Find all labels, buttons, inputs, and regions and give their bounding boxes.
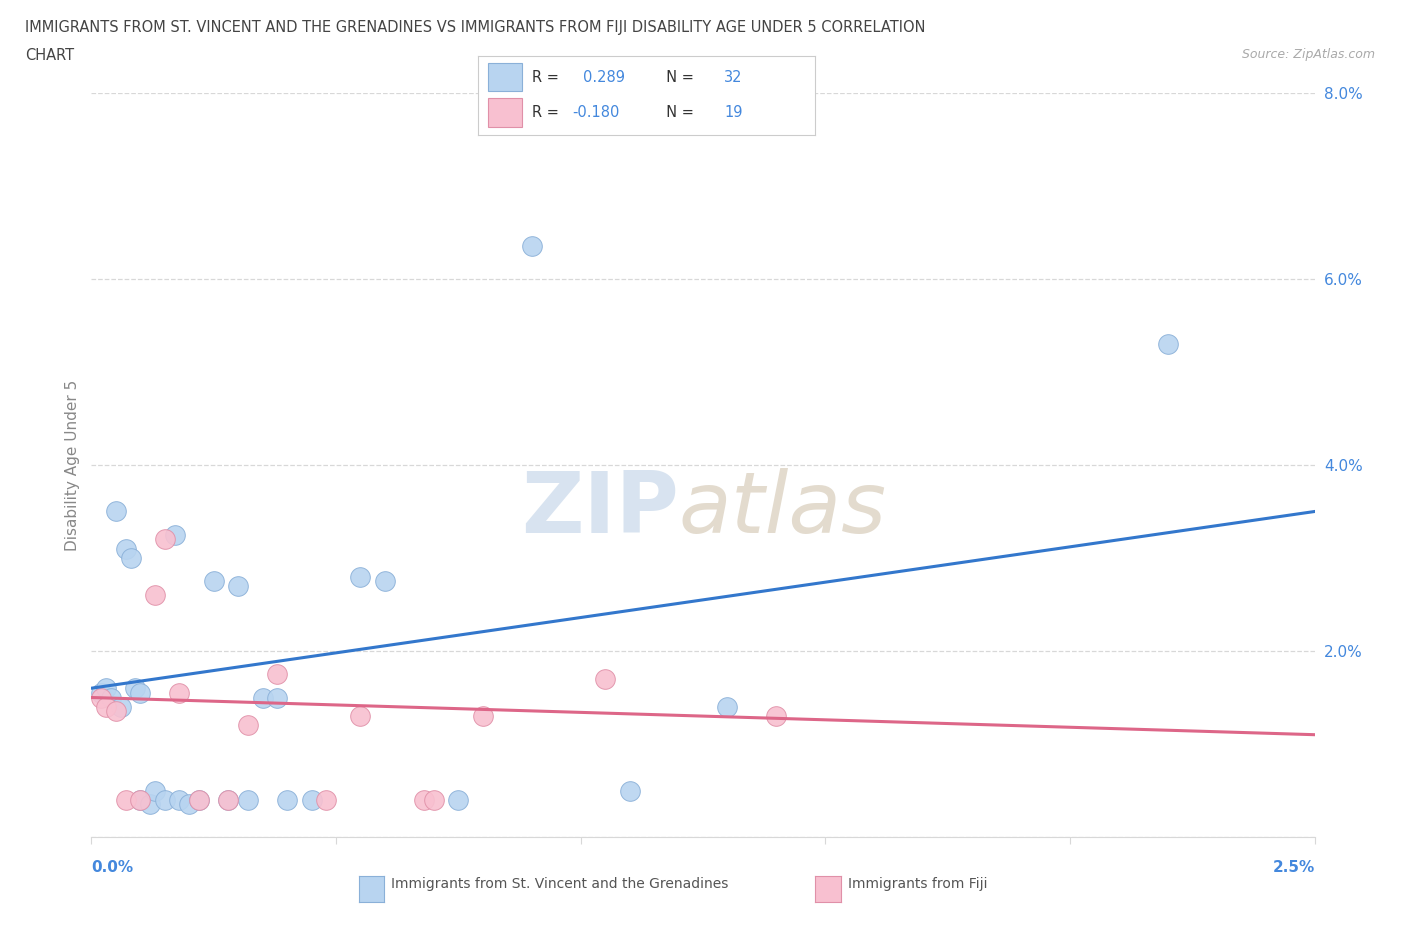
Bar — [488, 99, 522, 127]
Point — [94, 681, 117, 696]
Text: 2.5%: 2.5% — [1272, 860, 1315, 875]
Point — [226, 578, 249, 593]
Text: 0.289: 0.289 — [582, 70, 624, 85]
Point — [593, 671, 616, 686]
Point — [217, 792, 239, 807]
Text: 0.0%: 0.0% — [91, 860, 134, 875]
Point — [765, 709, 787, 724]
Point — [139, 797, 162, 812]
Point — [90, 685, 112, 700]
Point — [114, 792, 136, 807]
Text: Source: ZipAtlas.com: Source: ZipAtlas.com — [1241, 48, 1375, 61]
Point — [349, 569, 371, 584]
Point — [129, 792, 152, 807]
Point — [120, 551, 142, 565]
Text: Immigrants from St. Vincent and the Grenadines: Immigrants from St. Vincent and the Gren… — [391, 876, 728, 891]
Point — [100, 690, 122, 705]
Point — [124, 681, 146, 696]
Point — [447, 792, 470, 807]
Point — [114, 541, 136, 556]
Point — [163, 527, 186, 542]
Point — [413, 792, 436, 807]
Text: IMMIGRANTS FROM ST. VINCENT AND THE GRENADINES VS IMMIGRANTS FROM FIJI DISABILIT: IMMIGRANTS FROM ST. VINCENT AND THE GREN… — [25, 20, 925, 35]
Point — [129, 792, 152, 807]
Point — [90, 690, 112, 705]
Point — [104, 704, 127, 719]
Point — [153, 532, 176, 547]
Point — [143, 588, 166, 603]
Point — [315, 792, 337, 807]
Point — [236, 718, 259, 733]
Point — [349, 709, 371, 724]
Point — [236, 792, 259, 807]
Point — [104, 504, 127, 519]
Point — [252, 690, 274, 705]
Bar — [488, 63, 522, 91]
Point — [520, 239, 543, 254]
Text: Immigrants from Fiji: Immigrants from Fiji — [848, 876, 987, 891]
Point — [716, 699, 738, 714]
Text: N =: N = — [657, 70, 699, 85]
Text: ZIP: ZIP — [520, 468, 679, 551]
Point — [202, 574, 225, 589]
Point — [169, 685, 191, 700]
Point — [266, 667, 288, 682]
Text: R =: R = — [531, 70, 568, 85]
Point — [423, 792, 446, 807]
Point — [471, 709, 494, 724]
Point — [188, 792, 211, 807]
Text: atlas: atlas — [679, 468, 887, 551]
Point — [619, 783, 641, 798]
Text: R =: R = — [531, 105, 564, 120]
Point — [374, 574, 396, 589]
Point — [179, 797, 201, 812]
Y-axis label: Disability Age Under 5: Disability Age Under 5 — [65, 379, 80, 551]
Point — [129, 685, 152, 700]
Point — [1157, 337, 1180, 352]
Point — [276, 792, 298, 807]
Text: 32: 32 — [724, 70, 742, 85]
Point — [110, 699, 132, 714]
Text: CHART: CHART — [25, 48, 75, 63]
Point — [143, 783, 166, 798]
Point — [169, 792, 191, 807]
Point — [153, 792, 176, 807]
Point — [301, 792, 323, 807]
Point — [188, 792, 211, 807]
Text: N =: N = — [657, 105, 699, 120]
Text: 19: 19 — [724, 105, 742, 120]
Point — [266, 690, 288, 705]
Point — [217, 792, 239, 807]
Point — [94, 699, 117, 714]
Text: -0.180: -0.180 — [572, 105, 620, 120]
